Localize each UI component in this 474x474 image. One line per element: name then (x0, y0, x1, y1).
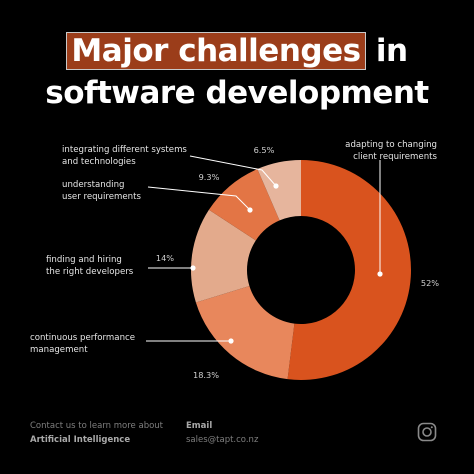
slice-value-label: 6.5% (254, 145, 275, 155)
slice-label-line: integrating different systems (62, 145, 187, 155)
donut-slice (191, 209, 256, 303)
title-line-1: Major challenges in (0, 30, 474, 72)
slice-label: finding and hiring the right developers (46, 255, 134, 277)
slice-value-label: 9.3% (199, 172, 220, 182)
leader-dot (377, 271, 383, 277)
slice-label: understanding user requirements (62, 180, 142, 202)
footer-contact: Contact us to learn more about Artificia… (30, 419, 163, 447)
footer-contact-topic: Artificial Intelligence (30, 435, 131, 445)
slice-label: integrating different systems and technol… (62, 145, 187, 167)
title-rest: in (365, 33, 408, 69)
leader-dot (273, 183, 279, 189)
instagram-icon[interactable] (417, 422, 437, 442)
leader-line (147, 186, 251, 211)
slice-label: continuous performance management (30, 333, 135, 355)
slice-label-line: finding and hiring (46, 255, 122, 265)
leader-dot (247, 207, 253, 213)
slice-label-line: management (30, 345, 88, 355)
leader-line (189, 155, 277, 187)
donut-slice (257, 160, 301, 221)
donut-slice (287, 160, 411, 380)
slice-label-line: understanding (62, 180, 124, 190)
slice-value-label: 14% (156, 253, 174, 263)
donut-slice (195, 285, 295, 380)
title-line-2: software development (45, 75, 429, 111)
footer-email: Email sales@tapt.co.nz (186, 419, 258, 447)
title-highlight: Major challenges (66, 32, 366, 70)
leader-dot (228, 338, 234, 344)
slice-label-line: user requirements (62, 192, 142, 202)
slice-label-line: and technologies (62, 157, 136, 167)
slice-label-line: client requirements (353, 152, 437, 162)
slice-label-line: adapting to changing (345, 140, 437, 150)
slice-value-label: 52% (421, 278, 439, 288)
slice-label-line: the right developers (46, 267, 134, 277)
chart-title: Major challenges in software development (0, 30, 474, 114)
footer-email-label: Email (186, 421, 213, 431)
slice-label: adapting to changing client requirements (345, 140, 437, 162)
footer-contact-text: Contact us to learn more about (30, 421, 164, 431)
leader-dot (190, 265, 196, 271)
slice-label-line: continuous performance (30, 333, 135, 343)
footer-email-value[interactable]: sales@tapt.co.nz (186, 435, 259, 445)
slice-value-label: 18.3% (193, 370, 219, 380)
